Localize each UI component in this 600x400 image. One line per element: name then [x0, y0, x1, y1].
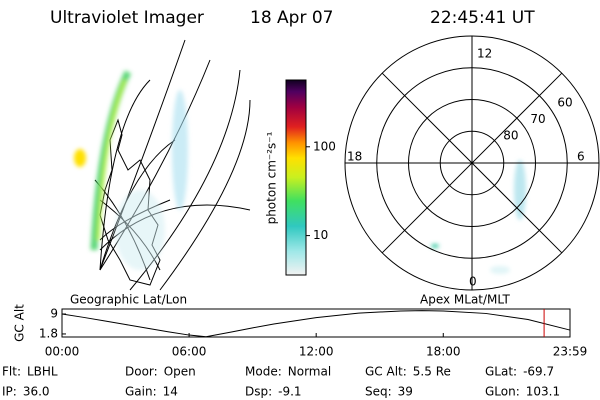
status-value: LBHL	[27, 365, 58, 379]
geo-map	[74, 39, 251, 291]
colorbar-tick-label: 100	[313, 139, 336, 153]
status-label: Mode:	[245, 365, 282, 379]
status-bar: Flt: LBHL Door: Open Mode: Normal GC Alt: 5.5 R…	[2, 365, 560, 399]
date: 18 Apr 07	[250, 8, 333, 28]
x-tick-label: 06:00	[172, 345, 207, 359]
lat-label: 60	[557, 95, 572, 109]
polar-axis	[381, 72, 563, 254]
x-tick-label: 00:00	[45, 345, 80, 359]
status-value: 14	[163, 385, 178, 399]
status-label: Gain:	[125, 385, 157, 399]
status-label: GLat:	[485, 365, 517, 379]
status-label: Seq:	[365, 385, 392, 399]
map-label: Geographic Lat/Lon	[70, 293, 187, 307]
colorbar-label: photon cm⁻²s⁻¹	[265, 131, 279, 224]
y-axis-label: GC Alt	[13, 304, 27, 342]
x-tick-label: 23:59	[553, 345, 588, 359]
y-tick-label: 9	[50, 306, 58, 320]
lat-ring	[439, 130, 505, 196]
y-tick-label: 1.8	[39, 326, 58, 340]
status-value: 36.0	[23, 385, 50, 399]
polar-label: Apex MLat/MLT	[420, 293, 510, 307]
status-value: 5.5 Re	[413, 365, 451, 379]
colorbar-tick-label: 10	[313, 228, 328, 242]
mlt-label: 18	[347, 150, 362, 164]
altitude-line	[61, 310, 571, 338]
status-value: 39	[398, 385, 413, 399]
lat-ring	[376, 67, 568, 259]
instrument: Ultraviolet Imager	[50, 8, 204, 28]
x-tick-label: 12:00	[299, 345, 334, 359]
status-value: 103.1	[526, 385, 560, 399]
colorbar	[285, 79, 307, 276]
plot-frame	[61, 308, 571, 338]
status-value: Open	[164, 365, 196, 379]
status-label: Flt:	[2, 365, 21, 379]
status-label: Door:	[125, 365, 158, 379]
status-value: Normal	[288, 365, 331, 379]
status-value: -9.1	[278, 385, 301, 399]
lat-label: 70	[530, 112, 545, 126]
status-label: GLon:	[485, 385, 520, 399]
polar-plot	[344, 35, 600, 291]
lat-label: 80	[503, 129, 518, 143]
status-label: IP:	[2, 385, 17, 399]
mlt-label: 6	[577, 150, 585, 164]
x-tick-label: 18:00	[426, 345, 461, 359]
lat-ring	[408, 99, 536, 227]
time: 22:45:41 UT	[430, 8, 535, 28]
mlt-label: 0	[469, 275, 477, 289]
status-label: GC Alt:	[365, 365, 407, 379]
status-value: -69.7	[523, 365, 554, 379]
status-label: Dsp:	[245, 385, 272, 399]
mlt-label: 12	[477, 47, 492, 61]
